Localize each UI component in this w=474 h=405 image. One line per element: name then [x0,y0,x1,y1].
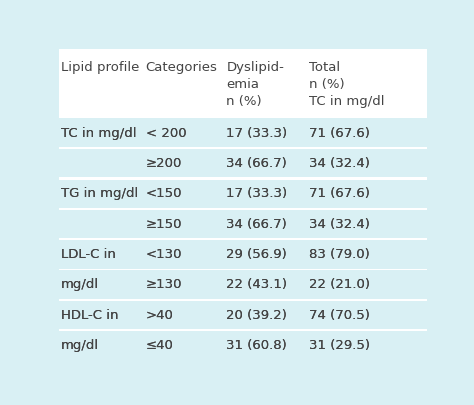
Text: <150: <150 [146,187,182,200]
Text: mg/dl: mg/dl [61,278,99,291]
Text: < 200: < 200 [146,127,186,140]
Text: 34 (66.7): 34 (66.7) [227,217,287,230]
Text: 20 (39.2): 20 (39.2) [227,309,287,322]
Text: ≥200: ≥200 [146,157,182,170]
Text: 71 (67.6): 71 (67.6) [309,187,370,200]
Text: LDL-C in: LDL-C in [61,248,116,261]
Text: TC in mg/dl: TC in mg/dl [61,127,137,140]
Text: 34 (66.7): 34 (66.7) [227,157,287,170]
Text: Categories: Categories [146,61,218,74]
Text: mg/dl: mg/dl [61,339,99,352]
Text: HDL-C in: HDL-C in [61,309,118,322]
Text: TC in mg/dl: TC in mg/dl [309,95,384,108]
Text: 31 (60.8): 31 (60.8) [227,339,287,352]
Text: 31 (29.5): 31 (29.5) [309,339,370,352]
Text: 34 (32.4): 34 (32.4) [309,217,370,230]
Text: 22 (43.1): 22 (43.1) [227,278,287,291]
Text: 83 (79.0): 83 (79.0) [309,248,370,261]
Bar [59,330,427,331]
Text: 83 (79.0): 83 (79.0) [309,248,370,261]
Bar [59,238,427,241]
Bar [59,299,427,301]
Text: TG in mg/dl: TG in mg/dl [61,187,138,200]
Text: 34 (32.4): 34 (32.4) [309,157,370,170]
Text: TC in mg/dl: TC in mg/dl [61,127,137,140]
Bar [59,208,427,210]
Text: 74 (70.5): 74 (70.5) [309,309,370,322]
Text: ≥200: ≥200 [146,157,182,170]
Text: 71 (67.6): 71 (67.6) [309,127,370,140]
Text: Dyslipid-: Dyslipid- [227,61,284,74]
Text: LDL-C in: LDL-C in [61,248,116,261]
Text: n (%): n (%) [309,78,345,91]
Text: 17 (33.3): 17 (33.3) [227,127,288,140]
Text: <130: <130 [146,248,182,261]
Text: ≤40: ≤40 [146,339,173,352]
Text: >40: >40 [146,309,173,322]
Text: 34 (66.7): 34 (66.7) [227,217,287,230]
Text: emia: emia [227,78,259,91]
Bar [59,49,427,118]
Bar [59,177,427,180]
Text: ≥150: ≥150 [146,217,182,230]
Text: < 200: < 200 [146,127,186,140]
Text: 17 (33.3): 17 (33.3) [227,187,288,200]
Text: <130: <130 [146,248,182,261]
Text: HDL-C in: HDL-C in [61,309,118,322]
Text: 17 (33.3): 17 (33.3) [227,127,288,140]
Text: Total: Total [309,61,340,74]
Text: n (%): n (%) [227,95,262,108]
Text: ≥130: ≥130 [146,278,182,291]
Text: 31 (29.5): 31 (29.5) [309,339,370,352]
Text: 29 (56.9): 29 (56.9) [227,248,287,261]
Text: 34 (32.4): 34 (32.4) [309,157,370,170]
Text: Lipid profile: Lipid profile [61,61,139,74]
Text: mg/dl: mg/dl [61,278,99,291]
Text: 71 (67.6): 71 (67.6) [309,127,370,140]
Text: ≥150: ≥150 [146,217,182,230]
Text: >40: >40 [146,309,173,322]
Text: 74 (70.5): 74 (70.5) [309,309,370,322]
Text: <150: <150 [146,187,182,200]
Text: 31 (60.8): 31 (60.8) [227,339,287,352]
Text: 29 (56.9): 29 (56.9) [227,248,287,261]
Bar [59,147,427,149]
Text: 22 (43.1): 22 (43.1) [227,278,287,291]
Text: 34 (66.7): 34 (66.7) [227,157,287,170]
Text: ≤40: ≤40 [146,339,173,352]
Text: 22 (21.0): 22 (21.0) [309,278,370,291]
Text: 22 (21.0): 22 (21.0) [309,278,370,291]
Text: mg/dl: mg/dl [61,339,99,352]
Text: 34 (32.4): 34 (32.4) [309,217,370,230]
Text: ≥130: ≥130 [146,278,182,291]
Text: 71 (67.6): 71 (67.6) [309,187,370,200]
Text: 20 (39.2): 20 (39.2) [227,309,287,322]
Text: TG in mg/dl: TG in mg/dl [61,187,138,200]
Text: 17 (33.3): 17 (33.3) [227,187,288,200]
Bar [59,269,427,271]
